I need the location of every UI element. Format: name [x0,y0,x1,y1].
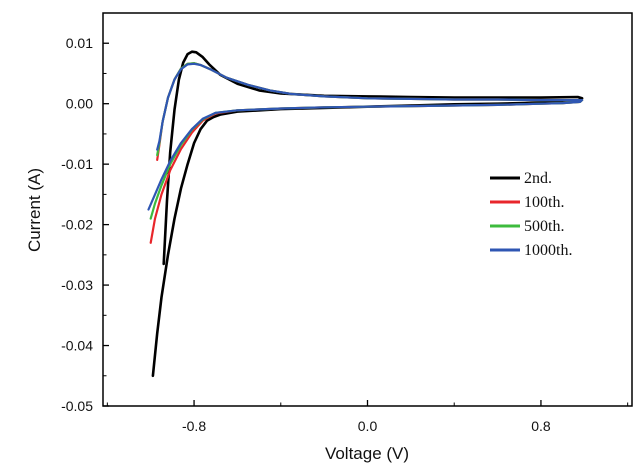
x-tick-label: 0.0 [358,418,378,434]
series-line-4 [147,62,584,211]
x-tick-label: 0.8 [531,418,551,434]
y-axis-title: Current (A) [25,168,44,252]
legend-label-2: 100th. [524,194,564,211]
y-tick-label: 0.00 [66,96,93,112]
y-tick-label: -0.05 [61,398,93,414]
y-axis: -0.05 -0.04 -0.03 -0.02 -0.01 0.00 0.01 [61,35,109,414]
series-line-2 [149,62,584,244]
y-tick-label: -0.03 [61,277,93,293]
legend-label-4: 1000th. [524,242,572,259]
series-line-1 [151,50,584,378]
x-tick-label: -0.8 [182,418,206,434]
legend-label-1: 2nd. [524,170,552,187]
x-axis-title: Voltage (V) [325,444,409,463]
legend: 2nd. 100th. 500th. 1000th. [490,170,572,259]
series-layer [147,50,584,378]
y-tick-label: -0.01 [61,156,93,172]
y-tick-label: -0.02 [61,217,93,233]
y-tick-label: 0.01 [66,35,93,51]
series-line-3 [149,62,584,220]
x-axis: -0.8 0.0 0.8 [106,400,629,434]
legend-label-3: 500th. [524,218,564,235]
y-tick-label: -0.04 [61,338,93,354]
